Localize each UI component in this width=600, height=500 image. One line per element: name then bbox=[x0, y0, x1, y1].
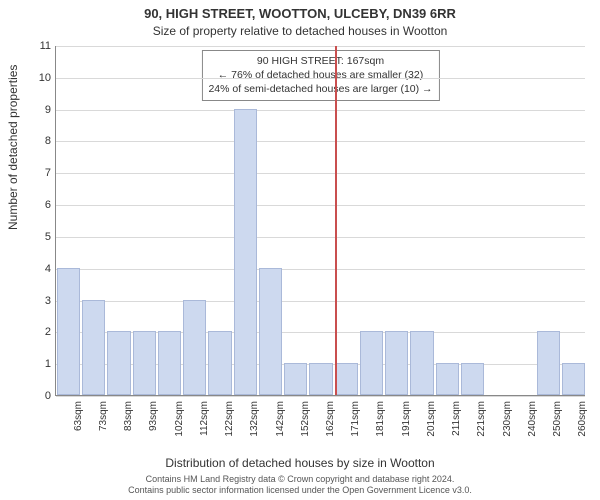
gridline bbox=[56, 301, 585, 302]
xtick-label: 63sqm bbox=[73, 401, 84, 431]
annotation-line-2: ← 76% of detached houses are smaller (32… bbox=[208, 68, 432, 82]
gridline bbox=[56, 46, 585, 47]
bar bbox=[360, 331, 383, 395]
bar bbox=[82, 300, 105, 395]
gridline bbox=[56, 110, 585, 111]
xtick-label: 132sqm bbox=[249, 401, 260, 437]
ytick-label: 3 bbox=[31, 295, 51, 307]
gridline bbox=[56, 141, 585, 142]
ytick-label: 9 bbox=[31, 104, 51, 116]
page-subtitle: Size of property relative to detached ho… bbox=[0, 24, 600, 38]
xtick-label: 201sqm bbox=[426, 401, 437, 437]
ytick-label: 11 bbox=[31, 40, 51, 52]
gridline bbox=[56, 269, 585, 270]
xtick-label: 73sqm bbox=[98, 401, 109, 431]
bar bbox=[461, 363, 484, 395]
bar bbox=[133, 331, 156, 395]
bar bbox=[284, 363, 307, 395]
ytick-label: 7 bbox=[31, 167, 51, 179]
gridline bbox=[56, 173, 585, 174]
gridline bbox=[56, 396, 585, 397]
chart-area: 90 HIGH STREET: 167sqm ← 76% of detached… bbox=[55, 46, 585, 396]
ytick-label: 5 bbox=[31, 231, 51, 243]
marker-line bbox=[335, 46, 337, 395]
x-axis-label: Distribution of detached houses by size … bbox=[0, 456, 600, 470]
xtick-label: 102sqm bbox=[174, 401, 185, 437]
bar bbox=[335, 363, 358, 395]
gridline bbox=[56, 205, 585, 206]
bar bbox=[562, 363, 585, 395]
xtick-label: 191sqm bbox=[401, 401, 412, 437]
gridline bbox=[56, 237, 585, 238]
y-axis-label: Number of detached properties bbox=[6, 65, 20, 230]
bar bbox=[158, 331, 181, 395]
xtick-label: 211sqm bbox=[451, 401, 462, 436]
bar bbox=[208, 331, 231, 395]
ytick-label: 10 bbox=[31, 72, 51, 84]
bar bbox=[309, 363, 332, 395]
xtick-label: 250sqm bbox=[552, 401, 563, 437]
copyright-line-2: Contains public sector information licen… bbox=[0, 485, 600, 496]
ytick-label: 8 bbox=[31, 135, 51, 147]
page-title: 90, HIGH STREET, WOOTTON, ULCEBY, DN39 6… bbox=[0, 6, 600, 21]
bar bbox=[410, 331, 433, 395]
bar bbox=[57, 268, 80, 395]
xtick-label: 230sqm bbox=[502, 401, 513, 437]
xtick-label: 171sqm bbox=[350, 401, 361, 437]
ytick-label: 1 bbox=[31, 358, 51, 370]
bar bbox=[385, 331, 408, 395]
annotation-line-3: 24% of semi-detached houses are larger (… bbox=[208, 82, 432, 96]
bar bbox=[537, 331, 560, 395]
bar bbox=[234, 109, 257, 395]
xtick-label: 221sqm bbox=[476, 401, 487, 437]
copyright-line-1: Contains HM Land Registry data © Crown c… bbox=[0, 474, 600, 485]
xtick-label: 240sqm bbox=[527, 401, 538, 437]
copyright-text: Contains HM Land Registry data © Crown c… bbox=[0, 474, 600, 496]
xtick-label: 122sqm bbox=[224, 401, 235, 437]
xtick-label: 162sqm bbox=[325, 401, 336, 437]
xtick-label: 260sqm bbox=[577, 401, 588, 437]
ytick-label: 0 bbox=[31, 390, 51, 402]
gridline bbox=[56, 78, 585, 79]
bar bbox=[183, 300, 206, 395]
xtick-label: 93sqm bbox=[148, 401, 159, 431]
ytick-label: 4 bbox=[31, 263, 51, 275]
xtick-label: 83sqm bbox=[123, 401, 134, 431]
xtick-label: 152sqm bbox=[300, 401, 311, 437]
xtick-label: 112sqm bbox=[199, 401, 210, 436]
bar bbox=[107, 331, 130, 395]
annotation-line-1: 90 HIGH STREET: 167sqm bbox=[208, 54, 432, 68]
xtick-label: 142sqm bbox=[275, 401, 286, 437]
xtick-label: 181sqm bbox=[375, 401, 386, 437]
bar bbox=[436, 363, 459, 395]
bar bbox=[259, 268, 282, 395]
ytick-label: 6 bbox=[31, 199, 51, 211]
annotation-box: 90 HIGH STREET: 167sqm ← 76% of detached… bbox=[201, 50, 439, 101]
ytick-label: 2 bbox=[31, 326, 51, 338]
